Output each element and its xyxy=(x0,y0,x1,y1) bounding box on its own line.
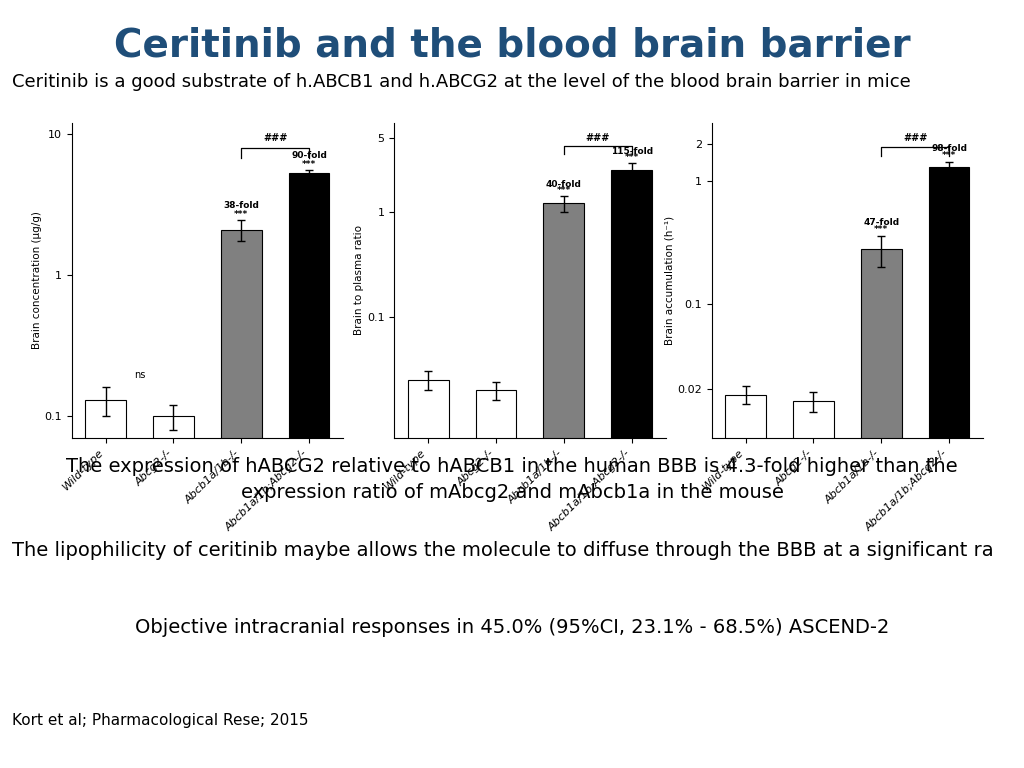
Bar xyxy=(154,416,194,768)
Bar xyxy=(408,379,449,768)
Bar xyxy=(475,390,516,768)
Text: 40-fold: 40-fold xyxy=(546,180,582,189)
Text: ***: *** xyxy=(874,226,889,234)
Text: ***: *** xyxy=(625,153,639,162)
Bar xyxy=(611,170,652,768)
Bar xyxy=(289,173,330,768)
Text: The expression of hABCG2 relative to hABCB1 in the human BBB is 4.3-fold higher : The expression of hABCG2 relative to hAB… xyxy=(67,457,957,502)
Text: ***: *** xyxy=(234,210,249,219)
Text: 98-fold: 98-fold xyxy=(931,144,967,153)
Y-axis label: Brain to plasma ratio: Brain to plasma ratio xyxy=(354,225,365,336)
Text: Kort et al; Pharmacological Rese; 2015: Kort et al; Pharmacological Rese; 2015 xyxy=(12,713,309,728)
Text: ***: *** xyxy=(942,151,956,161)
Bar xyxy=(793,401,834,768)
Bar xyxy=(861,249,901,768)
Text: The lipophilicity of ceritinib maybe allows the molecule to diffuse through the : The lipophilicity of ceritinib maybe all… xyxy=(12,541,994,561)
Text: ***: *** xyxy=(302,160,316,169)
Text: 90-fold: 90-fold xyxy=(291,151,327,160)
Text: 115-fold: 115-fold xyxy=(610,147,652,155)
Text: Ceritinib and the blood brain barrier: Ceritinib and the blood brain barrier xyxy=(114,27,910,65)
Y-axis label: Brain concentration (µg/g): Brain concentration (µg/g) xyxy=(32,211,42,349)
Bar xyxy=(725,395,766,768)
Text: ns: ns xyxy=(134,370,145,380)
Text: 38-fold: 38-fold xyxy=(223,201,259,210)
Text: ###: ### xyxy=(586,133,610,143)
Bar xyxy=(929,167,970,768)
Text: Ceritinib is a good substrate of h.ABCB1 and h.ABCG2 at the level of the blood b: Ceritinib is a good substrate of h.ABCB1… xyxy=(12,73,911,91)
Text: Objective intracranial responses in 45.0% (95%CI, 23.1% - 68.5%) ASCEND-2: Objective intracranial responses in 45.0… xyxy=(135,618,889,637)
Bar xyxy=(221,230,262,768)
Y-axis label: Brain accumulation (h⁻¹): Brain accumulation (h⁻¹) xyxy=(665,216,675,345)
Text: ###: ### xyxy=(903,133,928,143)
Text: ###: ### xyxy=(263,133,288,143)
Bar xyxy=(85,400,126,768)
Text: 47-fold: 47-fold xyxy=(863,218,899,227)
Bar xyxy=(544,204,584,768)
Text: ***: *** xyxy=(557,187,571,195)
